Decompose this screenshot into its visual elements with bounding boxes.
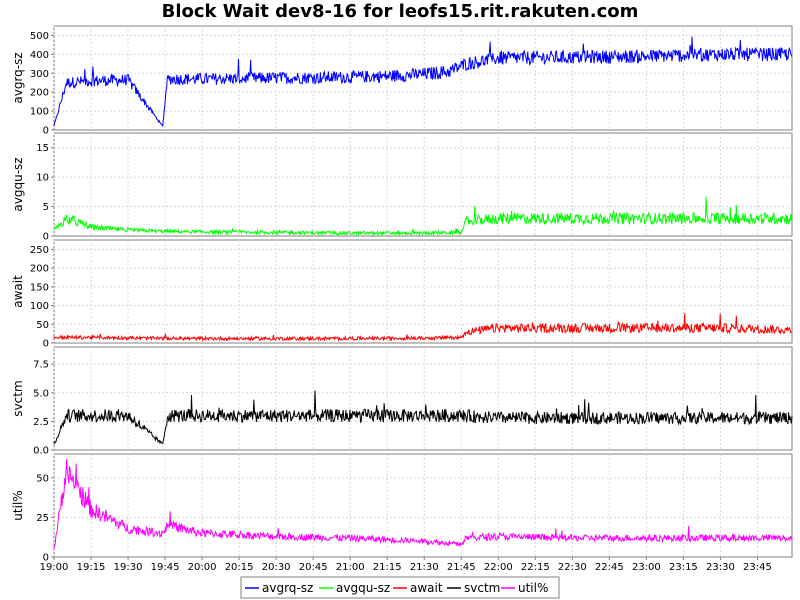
- y-tick-label: 200: [30, 264, 49, 275]
- y-tick-label: 50: [36, 473, 49, 484]
- chart-title: Block Wait dev8-16 for leofs15.rit.rakut…: [161, 1, 639, 22]
- y-axis-label-avgrq-sz: avgrq-sz: [11, 52, 25, 103]
- y-tick-label: 300: [30, 69, 49, 80]
- legend-label-util%: util%: [518, 581, 548, 595]
- y-axis-label-util%: util%: [11, 490, 25, 520]
- x-tick-label: 21:30: [410, 562, 439, 573]
- y-tick-label: 500: [30, 31, 49, 42]
- y-tick-label: 25: [36, 513, 49, 524]
- y-tick-label: 0.0: [33, 446, 49, 457]
- series-line-util%: [53, 459, 793, 549]
- y-tick-label: 5: [43, 202, 49, 213]
- y-tick-label: 5.0: [33, 388, 49, 399]
- y-tick-label: 400: [30, 50, 49, 61]
- x-tick-label: 23:15: [669, 562, 698, 573]
- x-tick-label: 19:00: [40, 562, 69, 573]
- y-tick-label: 0: [43, 232, 49, 243]
- y-tick-label: 10: [36, 173, 49, 184]
- plot-area-await: [53, 239, 793, 344]
- y-tick-label: 15: [36, 143, 49, 154]
- y-tick-label: 50: [36, 320, 49, 331]
- y-axis-label-avgqu-sz: avgqu-sz: [11, 157, 25, 211]
- y-tick-label: 100: [30, 301, 49, 312]
- x-tick-label: 22:15: [521, 562, 550, 573]
- y-tick-label: 250: [30, 245, 49, 256]
- series-line-avgrq-sz: [53, 36, 793, 127]
- x-tick-label: 20:00: [188, 562, 217, 573]
- series-line-avgqu-sz: [53, 196, 793, 237]
- y-axis-label-svctm: svctm: [11, 380, 25, 416]
- x-tick-label: 22:30: [558, 562, 587, 573]
- x-tick-label: 19:30: [114, 562, 143, 573]
- x-tick-label: 22:00: [484, 562, 513, 573]
- x-tick-label: 20:45: [299, 562, 328, 573]
- y-tick-label: 0: [43, 339, 49, 350]
- x-tick-label: 20:15: [225, 562, 254, 573]
- y-tick-label: 100: [30, 107, 49, 118]
- x-tick-label: 19:15: [77, 562, 106, 573]
- series-line-svctm: [53, 390, 793, 445]
- x-tick-label: 23:30: [706, 562, 735, 573]
- legend-label-svctm: svctm: [464, 581, 500, 595]
- legend-label-avgrq-sz: avgrq-sz: [262, 581, 313, 595]
- y-tick-label: 2.5: [33, 417, 49, 428]
- y-tick-label: 7.5: [33, 360, 49, 371]
- y-tick-label: 0: [43, 126, 49, 137]
- x-tick-label: 19:45: [151, 562, 180, 573]
- legend-label-avgqu-sz: avgqu-sz: [336, 581, 390, 595]
- legend-label-await: await: [410, 581, 443, 595]
- y-tick-label: 150: [30, 282, 49, 293]
- x-tick-label: 21:45: [447, 562, 476, 573]
- x-tick-label: 23:45: [743, 562, 772, 573]
- x-tick-label: 20:30: [262, 562, 291, 573]
- series-line-await: [53, 313, 793, 342]
- x-tick-label: 21:00: [336, 562, 365, 573]
- x-tick-label: 21:15: [373, 562, 402, 573]
- y-axis-label-await: await: [11, 275, 25, 308]
- x-tick-label: 22:45: [595, 562, 624, 573]
- x-tick-label: 23:00: [632, 562, 661, 573]
- y-tick-label: 0: [43, 553, 49, 564]
- y-tick-label: 200: [30, 88, 49, 99]
